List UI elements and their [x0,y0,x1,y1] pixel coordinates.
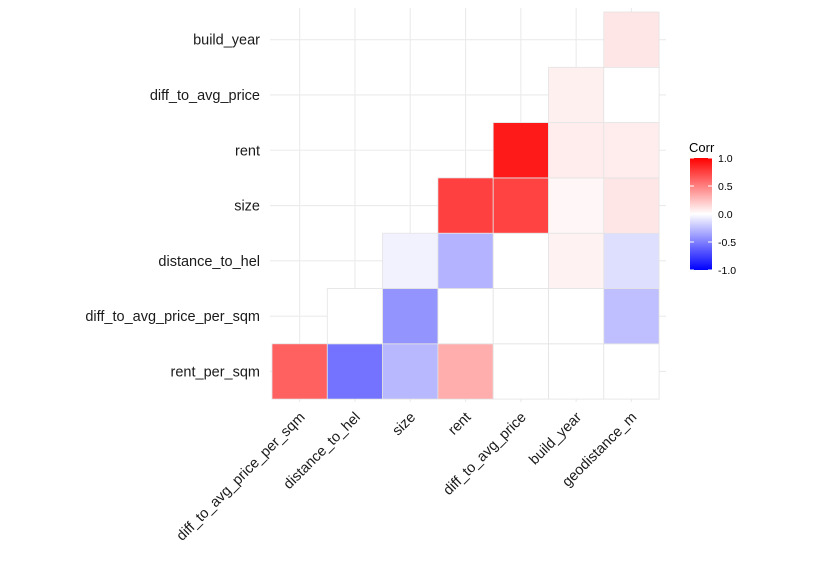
legend-tick-label: 1.0 [718,153,733,165]
heatmap-cell [603,232,660,289]
heatmap-cell [382,288,439,345]
heatmap-cell [603,288,660,345]
x-tick-label: build_year [526,409,585,468]
legend-tick-label: 0.5 [718,181,733,193]
heatmap-cell [548,232,605,289]
y-tick-label: rent [235,143,260,159]
heatmap-cell [492,177,549,234]
legend-tick-label: -0.5 [718,237,736,249]
heatmap-cell [492,122,549,179]
heatmap-cell [492,343,549,400]
heatmap-cell [326,288,383,345]
heatmap-cells [271,11,660,400]
heatmap-cell [382,343,439,400]
legend-ticks: 1.0 0.5 0.0 -0.5 -1.0 [690,153,736,277]
heatmap-cell [603,11,660,68]
heatmap-cell [603,66,660,124]
legend-colorbar [690,158,712,270]
x-tick-label: rent [445,410,474,439]
heatmap-cell [548,177,605,234]
heatmap-cell [437,343,494,400]
y-tick-label: diff_to_avg_price [150,88,260,104]
heatmap-cell [382,232,439,289]
heatmap-cell [437,288,494,345]
heatmap-cell [271,343,328,400]
x-axis-labels: diff_to_avg_price_per_sqmdistance_to_hel… [174,409,641,544]
heatmap-cell [603,343,660,400]
y-tick-label: diff_to_avg_price_per_sqm [85,309,260,325]
heatmap-cell [603,177,660,234]
legend-tick-label: -1.0 [718,265,736,277]
heatmap-cell [326,343,383,400]
legend-tick-label: 0.0 [718,209,733,221]
legend: Corr 1.0 0.5 0.0 -0.5 -1.0 [689,140,736,277]
heatmap-cell [548,122,605,179]
y-tick-label: build_year [193,33,260,49]
legend-title: Corr [689,140,715,155]
heatmap-cell [437,177,494,234]
heatmap-cell [603,122,660,179]
y-tick-label: rent_per_sqm [171,364,260,380]
y-axis-labels: rent_per_sqm diff_to_avg_price_per_sqm dis… [85,33,260,381]
heatmap-cell [548,343,605,400]
y-tick-label: size [234,199,260,215]
y-tick-label: distance_to_hel [158,254,260,270]
heatmap-cell [548,66,605,124]
heatmap-cell [548,288,605,345]
heatmap-cell [492,232,549,289]
heatmap-cell [492,288,549,345]
x-tick-label: size [390,410,420,440]
heatmap-cell [437,232,494,289]
